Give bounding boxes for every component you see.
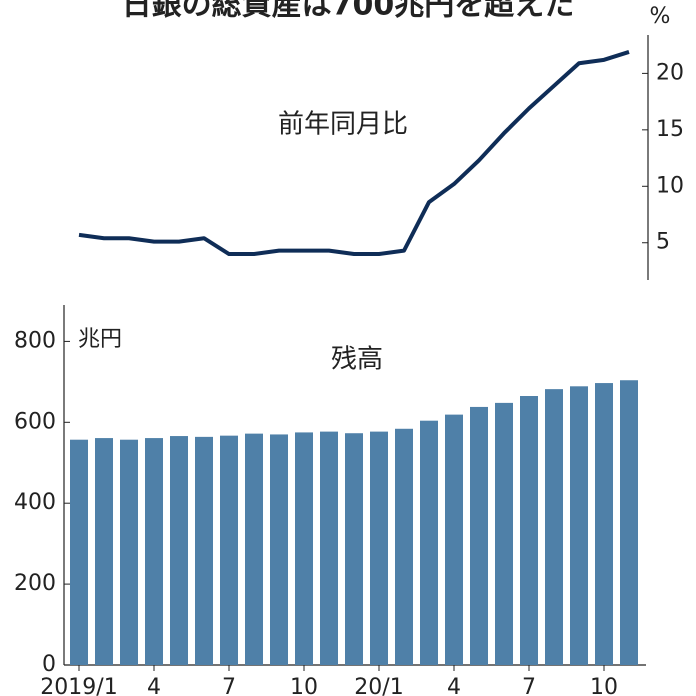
bar [320,431,338,665]
y-tick-label: 5 [656,230,670,255]
bar [195,436,213,665]
bar [70,439,88,665]
bar [620,380,638,665]
bar [220,435,238,665]
bar [395,428,413,665]
line [78,50,630,257]
chart-title: 日銀の総資産は700兆円を超えた [122,0,575,23]
bar [495,402,513,665]
x-tick-label: 2019/1 [40,675,117,696]
x-tick-label: 7 [222,675,236,696]
y-tick-label: 15 [656,117,684,142]
annotation: 残高 [331,345,383,375]
x-tick-label: 10 [590,675,618,696]
annotation: 前年同月比 [278,110,408,140]
y-tick-label: 10 [656,173,684,198]
bar [345,433,363,665]
bar [570,386,588,665]
x-tick-label: 4 [147,675,161,696]
x-tick-label: 20/1 [354,675,403,696]
x-tick-label: 4 [447,675,461,696]
x-tick-label: 10 [290,675,318,696]
bar [420,420,438,665]
y-tick-label: 20 [656,60,684,85]
y-tick-label: 600 [14,409,56,434]
bar [370,431,388,665]
x-tick-label: 7 [522,675,536,696]
bar [520,396,538,665]
bar [145,438,163,665]
bar [545,389,563,665]
bar [295,432,313,665]
y-tick-label: 800 [14,328,56,353]
y-axis-unit: % [650,4,671,29]
bar [445,414,463,665]
bar [170,436,188,665]
bar [95,438,113,665]
bar [470,406,488,665]
bar [245,433,263,665]
bar [595,383,613,665]
y-axis-unit: 兆円 [78,327,122,352]
y-tick-label: 0 [42,652,56,677]
y-tick-label: 200 [14,571,56,596]
y-tick-label: 400 [14,490,56,515]
bar [270,434,288,665]
bar [120,439,138,665]
